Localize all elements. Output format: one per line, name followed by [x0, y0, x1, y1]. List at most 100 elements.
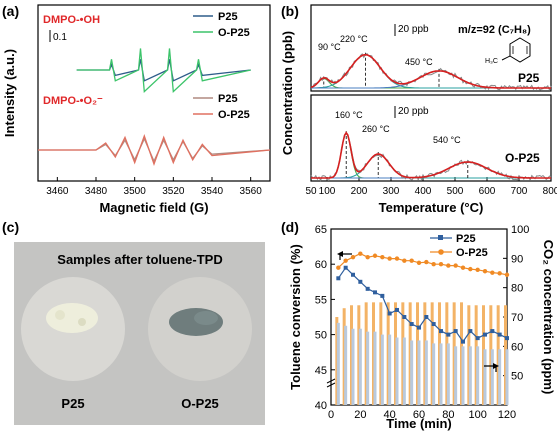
x-tick-label: 40 [384, 409, 396, 421]
left-arrow-head-icon [337, 251, 343, 257]
x-tick-label: 400 [415, 186, 432, 197]
legend-d-op25-marker [438, 249, 444, 255]
op25-conversion-point [482, 269, 488, 274]
panel-b-scale-label: 20 ppb [398, 24, 429, 35]
bar-p25-co2 [424, 340, 428, 405]
p25-conversion-point [475, 336, 480, 341]
p25-conversion-point [387, 311, 392, 316]
op25-conversion-point [358, 251, 363, 256]
op25-conversion-point [372, 253, 378, 258]
bar-p25-co2 [468, 346, 472, 405]
op25-conversion-point [343, 258, 348, 263]
panel-b-label: (b) [281, 3, 299, 19]
op25-conversion-point [438, 262, 444, 267]
y-tick-label-left: 50 [315, 330, 327, 342]
x-tick-label: 3460 [46, 186, 69, 197]
op25-conversion-point [416, 260, 422, 265]
panel-a-bottom-label: DMPO-•O₂⁻ [43, 95, 103, 107]
op25-conversion-point [409, 258, 414, 263]
bar-p25-co2 [395, 337, 399, 405]
bar-p25-co2 [373, 331, 377, 405]
p25-conversion-point [380, 293, 385, 298]
peak-label-450: 450 °C [405, 57, 433, 67]
x-tick-label: 300 [383, 186, 400, 197]
bar-p25-co2 [432, 343, 436, 405]
panel-a-label: (a) [2, 3, 19, 19]
x-tick-label: 500 [447, 186, 464, 197]
p25-conversion-point [351, 272, 355, 277]
op25-conversion-point [402, 258, 407, 263]
op25-conversion-point [490, 270, 495, 275]
x-tick-label: 80 [442, 409, 454, 421]
op25-conversion-point [460, 265, 466, 270]
y-tick-label-right: 50 [511, 371, 523, 383]
p25-conversion-point [453, 329, 458, 334]
bar-p25-co2 [505, 349, 509, 405]
p25-conversion-point [417, 325, 421, 330]
peak-label-260: 260 °C [362, 124, 390, 134]
p25-conversion-point [483, 332, 487, 337]
op25-conversion-point [446, 263, 451, 268]
x-tick-label: 600 [479, 186, 496, 197]
op25-conversion-point [424, 259, 429, 265]
op25-conversion-point [380, 254, 385, 260]
right-arrow-head-icon [493, 363, 499, 369]
peak-label-540: 540 °C [433, 135, 461, 145]
p25-conversion-point [343, 265, 348, 270]
bar-p25-co2 [402, 337, 406, 405]
legend-d-op25: O-P25 [456, 247, 488, 259]
panel-a-frame [37, 4, 271, 182]
bar-p25-co2 [498, 349, 502, 405]
panel-b-bottom-frame [310, 94, 552, 182]
bar-p25-co2 [454, 346, 458, 405]
panel-b-series [310, 52, 552, 182]
op25-conversion-point [365, 254, 370, 260]
p25-conversion-point [424, 315, 429, 319]
p25-powder [46, 303, 98, 333]
esr-line-o-p25 [38, 134, 271, 166]
p25-conversion-point [505, 336, 509, 341]
op25-conversion-point [453, 263, 458, 268]
peak-label-220: 220 °C [340, 34, 368, 44]
x-tick-label: 0 [328, 409, 334, 421]
x-tick-label: 20 [354, 409, 366, 421]
p25-conversion-point [409, 322, 414, 327]
legend-d-p25-marker [438, 235, 443, 240]
bar-p25-co2 [388, 334, 392, 405]
p25-conversion-point [431, 322, 436, 327]
p25-conversion-point [365, 286, 370, 291]
p25-conversion-point [461, 339, 465, 344]
bar-p25-co2 [351, 328, 355, 405]
esr-line-o-p25 [76, 48, 251, 93]
legend-a2-p25: P25 [218, 93, 238, 105]
op25-grain [194, 311, 218, 325]
y-tick-label-right: 100 [511, 224, 529, 236]
y-tick-label-left: 60 [315, 259, 327, 271]
panel-a-scale-label: 0.1 [53, 32, 67, 43]
x-tick-label: 100 [468, 409, 486, 421]
panel-d-series [335, 251, 510, 405]
panel-a-xlabel: Magnetic field (G) [99, 200, 208, 215]
p25-grain [78, 318, 86, 326]
panel-b-xlabel: Temperature (°C) [379, 200, 484, 215]
panel-c-label: (c) [2, 219, 19, 235]
tpd-component-90 [310, 77, 551, 89]
bar-p25-co2 [476, 346, 480, 405]
x-tick-label: 50 [305, 186, 317, 197]
legend-d-p25: P25 [456, 233, 476, 245]
y-tick-label-right: 90 [511, 253, 523, 265]
panel-c-left-name: P25 [61, 396, 84, 411]
panel-b-top-frame [310, 4, 552, 92]
op25-conversion-point [350, 254, 356, 260]
y-tick-label-left: 65 [315, 224, 327, 236]
bar-p25-co2 [461, 346, 465, 405]
bar-p25-co2 [490, 349, 494, 405]
x-tick-label: 800 [543, 186, 557, 197]
op25-conversion-point [336, 265, 341, 270]
panel-b-top-name: P25 [518, 71, 540, 85]
y-tick-label-left: 45 [315, 365, 327, 377]
panel-a-ylabel: Intensity (a.u.) [2, 49, 17, 137]
panel-b-molecule-label: H₃C [485, 58, 498, 65]
x-tick-label: 60 [413, 409, 425, 421]
